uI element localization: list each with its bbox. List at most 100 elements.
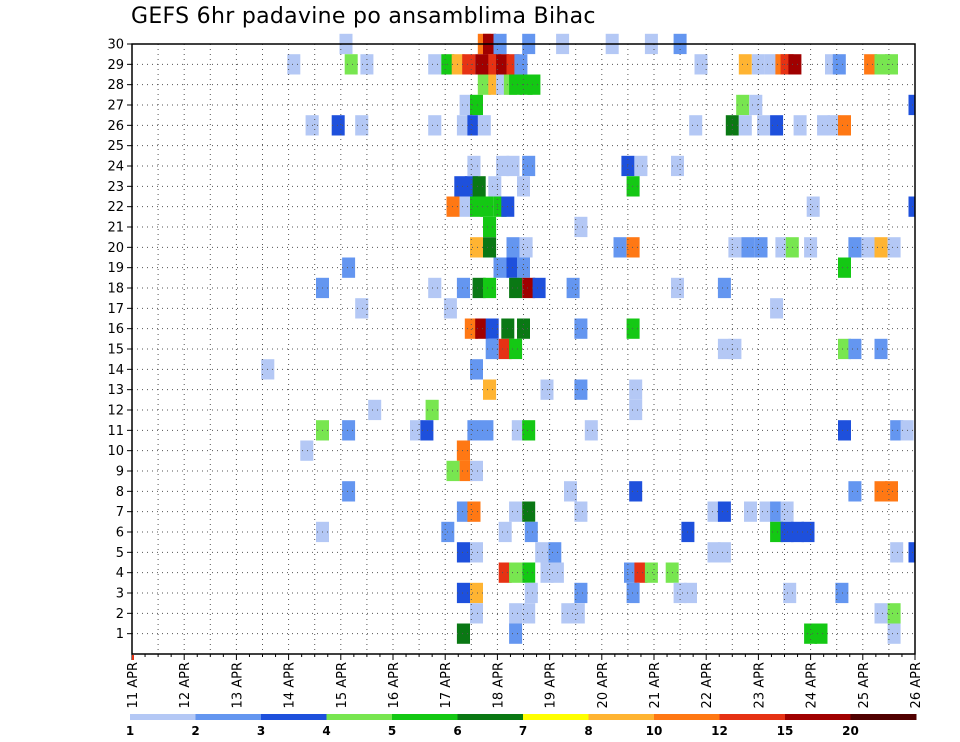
heatmap-cell (775, 237, 789, 258)
heatmap-cell (626, 582, 640, 604)
y-tick-label: 17 (107, 302, 124, 317)
heatmap-cell (574, 379, 588, 400)
y-tick-label: 11 (107, 424, 124, 439)
heatmap-cell (574, 216, 588, 238)
heatmap-cell (498, 562, 512, 583)
heatmap-cell (634, 562, 648, 583)
heatmap-cell (848, 237, 862, 258)
heatmap-cell (634, 155, 648, 177)
y-tick-label: 24 (107, 160, 124, 175)
heatmap-cell (535, 542, 549, 563)
x-tick-label: 23 APR (752, 662, 767, 708)
heatmap-cell (470, 94, 483, 116)
y-tick-label: 2 (116, 607, 124, 622)
heatmap-cell (838, 115, 851, 136)
heatmap-cell (626, 237, 640, 258)
heatmap-cell (848, 481, 862, 502)
heatmap-cell (300, 440, 314, 461)
x-tick-label: 26 APR (909, 662, 924, 708)
heatmap-cell (885, 54, 898, 75)
heatmap-cell (477, 74, 491, 95)
heatmap-cell (887, 603, 901, 624)
heatmap-cell (717, 338, 731, 360)
heatmap-cell (684, 582, 697, 604)
heatmap-cell (908, 196, 915, 217)
heatmap-cell (564, 481, 577, 502)
y-tick-label: 15 (107, 343, 124, 358)
heatmap-cell (527, 74, 541, 95)
heatmap-cell (571, 603, 585, 624)
legend-swatch (523, 714, 589, 720)
heatmap-cell (890, 420, 904, 441)
legend: 1 2 3 4 5 6 7 8 10 12 15 20 (126, 714, 917, 738)
x-axis: 11 APR 12 APR 13 APR 14 APR 15 APR 16 APR 17 A… (126, 654, 924, 708)
heatmap-cell (532, 277, 546, 299)
heatmap-cell (548, 542, 562, 563)
heatmap-cell (368, 399, 382, 421)
heatmap-cell (456, 501, 470, 522)
heatmap-cell (467, 115, 481, 136)
heatmap-cell (874, 338, 888, 360)
heatmap-cell (838, 420, 851, 441)
heatmap-cell (456, 115, 470, 136)
heatmap-cell (770, 298, 784, 319)
heatmap-cell (509, 603, 523, 624)
legend-label: 6 (453, 724, 461, 738)
legend-swatch (457, 714, 524, 720)
heatmap-cell (446, 196, 460, 217)
heatmap-cell (754, 237, 768, 258)
heatmap-cell (838, 257, 851, 278)
heatmap-cell (477, 115, 491, 136)
heatmap-cell (574, 582, 588, 604)
heatmap-cell (522, 277, 536, 299)
heatmap-cell (451, 54, 465, 75)
x-tick-label: 13 APR (230, 662, 245, 708)
heatmap-cell (770, 521, 784, 543)
y-tick-label: 4 (116, 566, 124, 581)
heatmap-cell (509, 623, 523, 644)
heatmap-cell (498, 521, 512, 543)
heatmap-cell (522, 562, 536, 583)
y-tick-label: 23 (107, 180, 124, 195)
heatmap-cell (835, 582, 849, 604)
heatmap-cell (908, 94, 915, 116)
heatmap-cell (456, 623, 470, 644)
heatmap-cell (420, 420, 434, 441)
heatmap-cell (728, 338, 742, 360)
heatmap-cell (443, 298, 457, 319)
heatmap-cell (757, 115, 771, 136)
heatmap-cell (514, 54, 528, 75)
heatmap-cell (887, 237, 901, 258)
heatmap-cell (804, 623, 818, 644)
heatmap-cell (832, 54, 846, 75)
legend-label: 2 (191, 724, 199, 738)
heatmap-cell (738, 54, 752, 75)
x-tick-label: 25 APR (857, 662, 872, 708)
y-tick-label: 5 (116, 546, 124, 561)
heatmap-cell (342, 257, 356, 278)
heatmap-cell (519, 237, 533, 258)
heatmap-cell (584, 420, 598, 441)
heatmap-cell (689, 115, 703, 136)
heatmap-cell (467, 420, 481, 441)
heatmap-cell (574, 318, 588, 339)
heatmap-cell (509, 501, 523, 522)
cells-layer (261, 33, 915, 644)
y-tick-label: 8 (116, 485, 124, 500)
legend-label: 4 (322, 724, 330, 738)
heatmap-cell (509, 74, 523, 95)
y-tick-label: 19 (107, 261, 124, 276)
heatmap-cell (483, 277, 497, 299)
heatmap-cell (908, 542, 915, 563)
heatmap-cell (629, 379, 643, 400)
heatmap-cell (456, 277, 470, 299)
heatmap-cell (887, 623, 901, 644)
x-tick-label: 20 APR (596, 662, 611, 708)
y-tick-label: 13 (107, 383, 124, 398)
heatmap-cell (480, 196, 494, 217)
heatmap-cell (410, 420, 424, 441)
heatmap-cell (764, 54, 778, 75)
legend-label: 3 (257, 724, 265, 738)
heatmap-cell (464, 318, 478, 339)
y-tick-label: 9 (116, 465, 124, 480)
